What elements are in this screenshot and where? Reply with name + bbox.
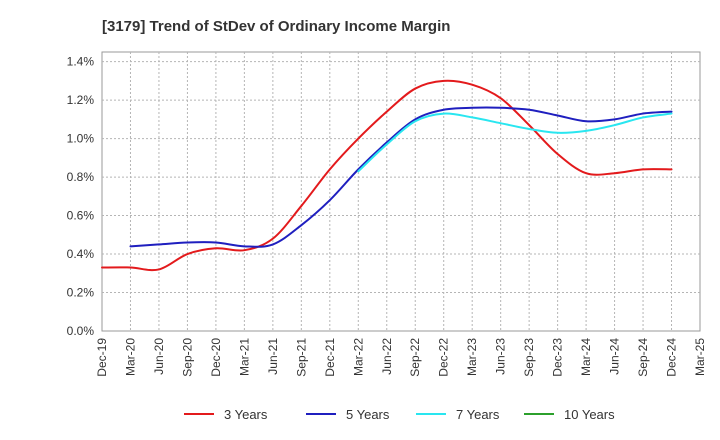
series-line-3-years [101,79,673,272]
x-tick-label: Mar-24 [579,338,593,376]
series-lines [101,79,673,272]
x-tick-label: Sep-22 [408,338,422,377]
series-line-5-years [129,106,673,248]
y-tick-label: 0.6% [67,209,95,223]
x-tick-label: Dec-21 [323,338,337,377]
y-tick-label: 0.2% [67,286,95,300]
x-tick-label: Sep-21 [294,338,308,377]
plot-area [101,51,701,332]
x-axis-ticks: Dec-19 Mar-20 Jun-20 Sep-20 Dec-20 Mar-21 Jun-… [95,338,707,377]
x-tick-label: Dec-24 [665,338,679,377]
x-tick-label: Mar-25 [693,338,707,376]
x-tick-label: Jun-22 [380,338,394,375]
legend-label-5-years: 5 Years [346,407,390,422]
y-tick-label: 1.0% [67,132,95,146]
x-tick-label: Mar-22 [351,338,365,376]
legend-label-7-years: 7 Years [456,407,500,422]
x-tick-label: Mar-23 [465,338,479,376]
y-tick-label: 0.0% [67,324,95,338]
chart-title: [3179] Trend of StDev of Ordinary Income… [102,18,450,35]
x-tick-label: Sep-20 [180,338,194,377]
x-tick-label: Dec-19 [95,338,109,377]
y-tick-label: 1.4% [67,55,95,69]
x-tick-label: Jun-24 [608,338,622,375]
series-line-7-years [357,112,673,173]
x-tick-label: Dec-22 [437,338,451,377]
y-tick-label: 0.4% [67,247,95,261]
x-tick-label: Dec-20 [209,338,223,377]
y-tick-label: 0.8% [67,170,95,184]
x-tick-label: Jun-20 [152,338,166,375]
x-tick-label: Mar-21 [237,338,251,376]
x-tick-label: Dec-23 [551,338,565,377]
x-tick-label: Jun-23 [494,338,508,375]
legend-label-3-years: 3 Years [224,407,268,422]
grid-lines [102,52,700,331]
legend-label-10-years: 10 Years [564,407,615,422]
x-tick-label: Sep-23 [522,338,536,377]
y-axis-ticks: 0.0% 0.2% 0.4% 0.6% 0.8% 1.0% 1.2% 1.4% [67,55,95,338]
x-tick-label: Mar-20 [123,338,137,376]
y-tick-label: 1.2% [67,93,95,107]
legend: 3 Years 5 Years 7 Years 10 Years [184,407,615,422]
x-tick-label: Sep-24 [636,338,650,377]
x-tick-label: Jun-21 [266,338,280,375]
